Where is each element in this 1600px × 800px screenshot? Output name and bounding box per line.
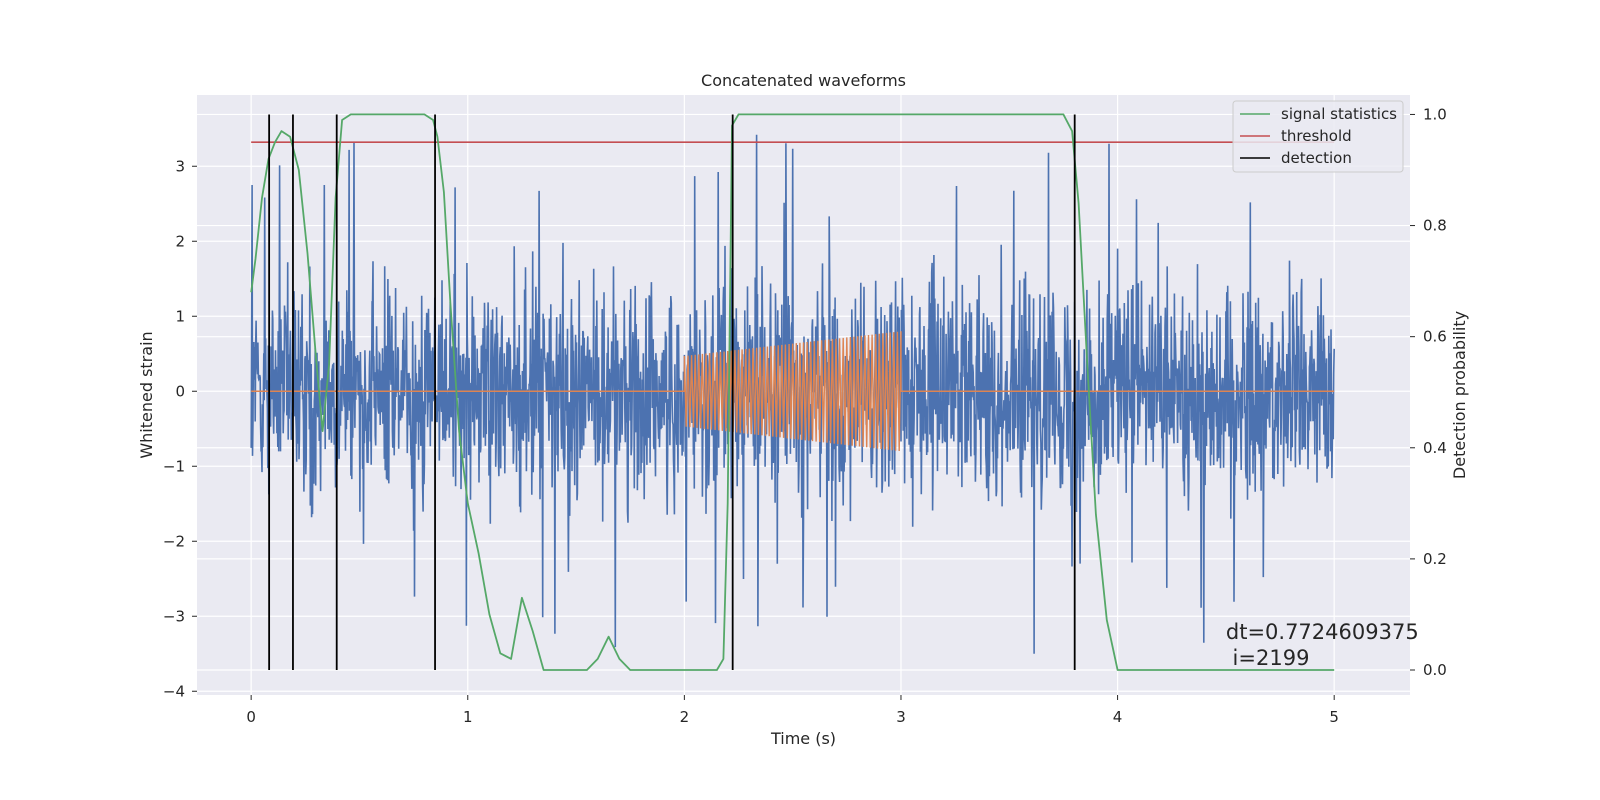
x-tick-label: 2 [680, 708, 690, 726]
y-tick-label: 1 [175, 307, 185, 325]
y2-tick-label: 0.2 [1423, 550, 1447, 568]
axis-ticks: 0 1 2 3 4 5 −4 −3 −2 −1 0 1 2 3 0.0 0.2 0.4 0.6 0.8 1.0 [163, 105, 1447, 726]
legend-label-signal-statistics: signal statistics [1281, 105, 1397, 123]
x-axis-label: Time (s) [770, 729, 836, 748]
noise-series-line [250, 134, 1335, 654]
x-tick-label: 5 [1329, 708, 1339, 726]
y2-axis-label: Detection probability [1450, 311, 1469, 479]
y-tick-label: −4 [163, 682, 185, 700]
x-tick-label: 0 [246, 708, 256, 726]
signal-statistics-line [250, 113, 1335, 671]
legend-box [1232, 100, 1404, 173]
y2-tick-label: 1.0 [1423, 105, 1447, 123]
y-tick-label: −2 [163, 532, 185, 550]
y-tick-label: −1 [163, 457, 185, 475]
data-layer [250, 113, 1335, 671]
annotation-index: i=2199 [1226, 646, 1310, 670]
legend-label-detection: detection [1281, 149, 1352, 167]
y2-tick-label: 0.0 [1423, 661, 1447, 679]
x-tick-label: 1 [463, 708, 473, 726]
y2-tick-label: 0.4 [1423, 439, 1447, 457]
y-tick-label: 0 [175, 382, 185, 400]
grid-lines [197, 95, 1410, 695]
y2-tick-label: 0.6 [1423, 328, 1447, 346]
y-axis-label: Whitened strain [137, 331, 156, 458]
legend: signal statistics threshold detection [1232, 100, 1404, 173]
y2-tick-label: 0.8 [1423, 217, 1447, 235]
chart-title: Concatenated waveforms [701, 71, 906, 90]
x-tick-label: 4 [1113, 708, 1123, 726]
y-tick-label: 3 [175, 157, 185, 175]
legend-label-threshold: threshold [1281, 127, 1352, 145]
x-tick-label: 3 [896, 708, 906, 726]
annotation-dt: dt=0.7724609375 [1226, 620, 1419, 644]
waveform-series-line [251, 331, 1335, 452]
y-tick-label: −3 [163, 607, 185, 625]
y-tick-label: 2 [175, 232, 185, 250]
